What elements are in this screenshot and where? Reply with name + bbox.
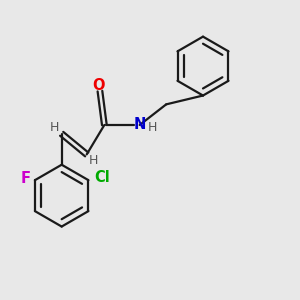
Text: H: H xyxy=(50,122,59,134)
Text: F: F xyxy=(20,171,31,186)
Text: H: H xyxy=(147,121,157,134)
Text: O: O xyxy=(92,78,105,93)
Text: N: N xyxy=(134,118,146,133)
Text: H: H xyxy=(88,154,98,167)
Text: Cl: Cl xyxy=(95,170,110,185)
